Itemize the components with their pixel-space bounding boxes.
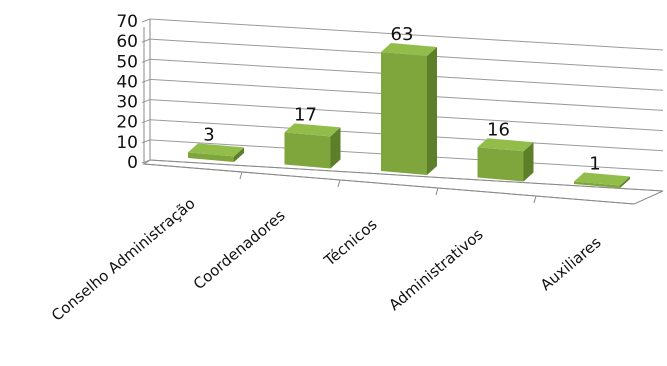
gridline-tick-10 <box>141 139 151 144</box>
bar-top <box>381 43 437 56</box>
x-category-label: Auxiliares <box>537 233 605 294</box>
bar-top <box>188 143 244 157</box>
bar-side <box>620 176 630 188</box>
bar-2 <box>381 43 437 175</box>
bar-3 <box>477 138 534 182</box>
bar-top <box>574 172 630 186</box>
gridline-tick-50 <box>141 58 151 63</box>
x-tick-mark <box>239 171 243 180</box>
y-tick-label: 0 <box>127 153 138 173</box>
y-tick-label: 50 <box>116 52 138 72</box>
bar-front <box>381 52 427 175</box>
gridline-tick-70 <box>141 18 151 23</box>
y-tick-label: 30 <box>116 93 138 113</box>
bar-side <box>523 142 534 182</box>
x-axis-line <box>143 163 635 205</box>
bar-side <box>427 47 437 175</box>
data-label-4: 1 <box>589 154 600 175</box>
data-label-1: 17 <box>294 104 317 125</box>
data-label-3: 16 <box>487 119 510 140</box>
y-tick-label: 60 <box>116 32 138 52</box>
bar-4 <box>574 172 630 188</box>
x-category-label: Técnicos <box>320 215 381 270</box>
x-category-label: Administrativos <box>385 225 486 314</box>
y-tick-label: 70 <box>116 12 138 32</box>
gridline-70 <box>149 18 664 51</box>
data-label-2: 63 <box>391 24 414 45</box>
gridline-tick-20 <box>141 119 151 124</box>
x-tick-mark <box>435 187 439 196</box>
floor <box>142 159 664 205</box>
gridline-tick-60 <box>141 38 151 43</box>
data-label-0: 3 <box>203 124 214 145</box>
y-tick-label: 20 <box>116 113 138 133</box>
x-tick-mark <box>337 179 341 188</box>
x-category-label: Conselho Administração <box>48 194 199 324</box>
bar-front <box>284 132 331 169</box>
bar-top <box>477 138 534 152</box>
y-tick-label: 10 <box>116 133 138 153</box>
bar-side <box>234 147 244 162</box>
bar-top <box>284 123 341 137</box>
y-tick-label: 40 <box>116 72 138 92</box>
bar-1 <box>284 123 341 169</box>
x-tick-mark <box>533 195 537 204</box>
data-labels: 3 17 63 16 1 <box>203 24 600 175</box>
bar-front <box>574 181 620 188</box>
bars <box>188 43 630 188</box>
bar-front <box>188 152 234 162</box>
bar-side <box>330 127 341 169</box>
bar-0 <box>188 143 244 162</box>
gridline-tick-30 <box>141 99 151 104</box>
gridline-tick-40 <box>141 78 151 83</box>
x-category-label: Coordenadores <box>190 206 289 293</box>
bar-front <box>477 147 524 182</box>
